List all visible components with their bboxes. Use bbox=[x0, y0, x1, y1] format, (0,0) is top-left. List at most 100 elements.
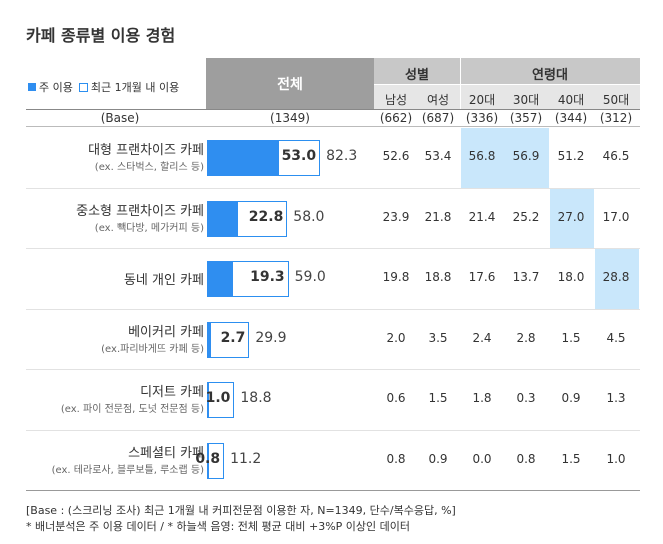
table-cell: 19.8 bbox=[382, 270, 410, 285]
table-cell: 52.6 bbox=[382, 149, 410, 164]
bar-main bbox=[207, 442, 209, 479]
subcolumn-header: 50대 bbox=[602, 93, 630, 107]
table-bottom-rule bbox=[26, 490, 640, 491]
row-divider bbox=[26, 429, 640, 431]
table-cell: 0.0 bbox=[472, 451, 492, 466]
header-divider bbox=[460, 58, 461, 109]
table-cell: 53.4 bbox=[424, 149, 452, 164]
table-cell: 1.8 bbox=[472, 391, 492, 406]
highlight-cell bbox=[461, 128, 505, 188]
base-count: (662) bbox=[379, 111, 413, 125]
bar-recent-value: 29.9 bbox=[255, 329, 287, 346]
table-cell: 1.3 bbox=[606, 391, 626, 406]
table-cell: 17.6 bbox=[468, 270, 496, 285]
bar-main bbox=[207, 382, 209, 419]
category-label: 베이커리 카페 bbox=[128, 324, 204, 340]
bar-recent-value: 11.2 bbox=[230, 450, 262, 467]
bar-recent-value: 18.8 bbox=[240, 390, 272, 407]
table-cell: 51.2 bbox=[557, 149, 585, 164]
bar-main-value: 22.8 bbox=[248, 208, 284, 225]
table-cell: 56.8 bbox=[468, 149, 496, 164]
legend-main-swatch bbox=[28, 83, 36, 91]
table-cell: 0.8 bbox=[386, 451, 406, 466]
bar-recent-value: 59.0 bbox=[294, 269, 326, 286]
subcolumn-header: 여성 bbox=[426, 93, 450, 107]
highlight-cell bbox=[595, 249, 639, 309]
subcolumn-header: 40대 bbox=[557, 93, 585, 107]
base-count: (336) bbox=[465, 111, 499, 125]
bar-main-value: 0.8 bbox=[195, 450, 221, 467]
bar-recent-value: 58.0 bbox=[293, 208, 325, 225]
legend: 주 이용 최근 1개월 내 이용 bbox=[28, 79, 179, 95]
footnote-notes: * 배너분석은 주 이용 데이터 / * 하늘색 음영: 전체 평균 대비 +3… bbox=[26, 520, 411, 533]
table-cell: 18.0 bbox=[557, 270, 585, 285]
category-note: (ex. 파이 전문점, 도넛 전문점 등) bbox=[60, 404, 204, 416]
table-cell: 21.8 bbox=[424, 209, 452, 224]
row-divider bbox=[26, 187, 640, 189]
table-cell: 18.8 bbox=[424, 270, 452, 285]
table-cell: 21.4 bbox=[468, 209, 496, 224]
base-count: (687) bbox=[421, 111, 455, 125]
bar-main-value: 53.0 bbox=[281, 148, 317, 165]
gender-group-header: 성별 bbox=[405, 68, 429, 83]
highlight-cell bbox=[505, 128, 549, 188]
base-top-rule bbox=[26, 109, 640, 110]
table-cell: 0.6 bbox=[386, 391, 406, 406]
category-note: (ex. 스타벅스, 할리스 등) bbox=[94, 162, 204, 174]
table-cell: 3.5 bbox=[428, 330, 448, 345]
highlight-cell bbox=[550, 188, 594, 248]
footnote-base: [Base : (스크리닝 조사) 최근 1개월 내 커피전문점 이용한 자, … bbox=[26, 504, 456, 517]
table-cell: 1.5 bbox=[561, 451, 581, 466]
bar-recent bbox=[207, 382, 235, 419]
category-note: (ex.파리바게뜨 카페 등) bbox=[101, 343, 204, 355]
base-label: (Base) bbox=[100, 111, 140, 125]
table-cell: 0.9 bbox=[561, 391, 581, 406]
header-divider bbox=[374, 84, 640, 85]
table-cell: 4.5 bbox=[606, 330, 626, 345]
subcolumn-header: 20대 bbox=[468, 93, 496, 107]
table-cell: 2.0 bbox=[386, 330, 406, 345]
table-cell: 2.4 bbox=[472, 330, 492, 345]
category-label: 디저트 카페 bbox=[140, 385, 204, 401]
table-cell: 0.3 bbox=[516, 391, 536, 406]
bar-main-value: 19.3 bbox=[250, 269, 285, 286]
table-cell: 1.5 bbox=[561, 330, 581, 345]
subcolumn-header: 남성 bbox=[384, 93, 408, 107]
base-count: (344) bbox=[554, 111, 588, 125]
table-cell: 0.9 bbox=[428, 451, 448, 466]
bar-recent bbox=[207, 321, 250, 358]
table-cell: 0.8 bbox=[516, 451, 536, 466]
category-note: (ex. 테라로사, 블루보틀, 루소랩 등) bbox=[51, 464, 204, 476]
bar-main-value: 2.7 bbox=[220, 329, 246, 346]
table-cell: 1.5 bbox=[428, 391, 448, 406]
row-divider bbox=[26, 369, 640, 370]
category-label: 중소형 프랜차이즈 카페 bbox=[76, 203, 204, 219]
table-cell: 46.5 bbox=[602, 149, 630, 164]
category-label: 대형 프랜차이즈 카페 bbox=[88, 143, 204, 159]
base-total: (1349) bbox=[270, 111, 310, 125]
table-cell: 23.9 bbox=[382, 209, 410, 224]
base-count: (357) bbox=[509, 111, 543, 125]
base-count: (312) bbox=[599, 111, 633, 125]
table-cell: 25.2 bbox=[512, 209, 540, 224]
table-cell: 1.0 bbox=[606, 451, 626, 466]
category-note: (ex. 빽다방, 메가커피 등) bbox=[94, 222, 204, 234]
legend-recent-label: 최근 1개월 내 이용 bbox=[90, 81, 180, 94]
table-cell: 13.7 bbox=[512, 270, 540, 285]
bar-main bbox=[207, 321, 211, 358]
chart-title: 카페 종류별 이용 경험 bbox=[26, 26, 176, 45]
table-cell: 2.8 bbox=[516, 330, 536, 345]
table-cell: 56.9 bbox=[512, 149, 540, 164]
base-bottom-rule bbox=[26, 126, 640, 127]
table-cell: 28.8 bbox=[602, 270, 630, 285]
age-group-header: 연령대 bbox=[532, 68, 568, 83]
category-label: 동네 개인 카페 bbox=[123, 273, 204, 289]
bar-recent-value: 82.3 bbox=[326, 148, 358, 165]
bar-main-value: 1.0 bbox=[205, 390, 231, 407]
legend-main-label: 주 이용 bbox=[39, 81, 73, 94]
bar-main bbox=[207, 261, 234, 298]
table-cell: 27.0 bbox=[557, 209, 585, 224]
category-label: 스페셜티 카페 bbox=[128, 445, 204, 461]
total-column-header: 전체 bbox=[206, 58, 374, 109]
subcolumn-header: 30대 bbox=[512, 93, 540, 107]
